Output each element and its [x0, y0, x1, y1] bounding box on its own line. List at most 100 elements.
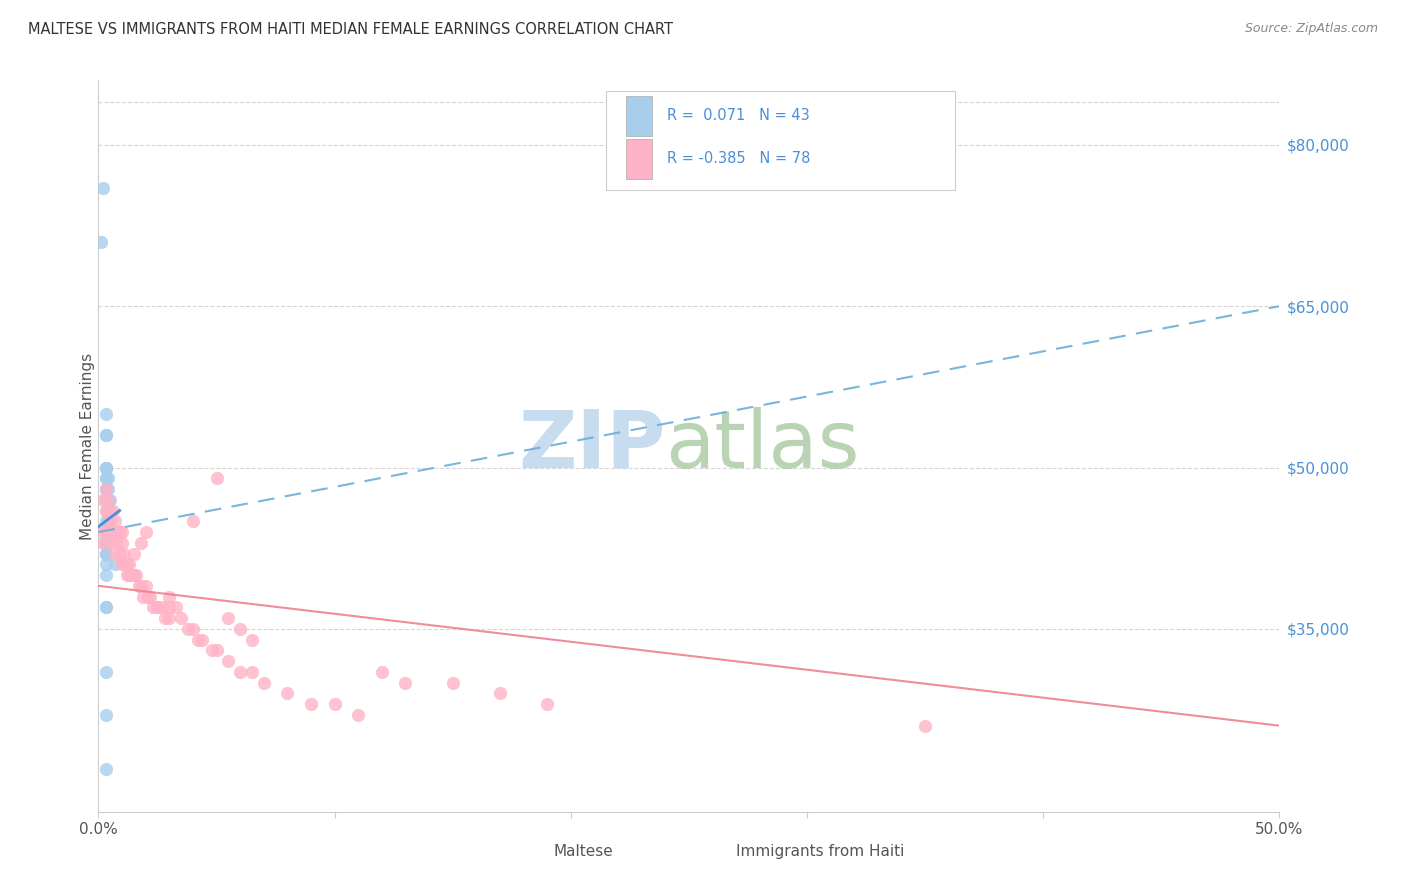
Point: [94, 492, 117, 507]
Text: MALTESE VS IMMIGRANTS FROM HAITI MEDIAN FEMALE EARNINGS CORRELATION CHART: MALTESE VS IMMIGRANTS FROM HAITI MEDIAN …: [28, 22, 673, 37]
Point: [94, 482, 117, 496]
Bar: [626, 95, 652, 136]
Text: Source: ZipAtlas.com: Source: ZipAtlas.com: [1244, 22, 1378, 36]
Point: [91, 181, 114, 195]
Point: [94, 762, 117, 776]
Point: [97, 514, 120, 528]
Point: [97, 492, 120, 507]
Point: [94, 503, 117, 517]
Point: [104, 514, 127, 528]
Point: [139, 590, 162, 604]
Point: [146, 600, 169, 615]
Point: [122, 547, 145, 561]
Point: [187, 632, 209, 647]
Point: [347, 707, 370, 722]
Point: [129, 579, 152, 593]
Point: [94, 492, 117, 507]
Point: [112, 547, 135, 561]
Point: [94, 568, 117, 582]
Point: [97, 492, 120, 507]
Point: [115, 558, 138, 572]
Point: [914, 719, 936, 733]
Point: [94, 665, 117, 679]
Bar: [626, 139, 652, 179]
Point: [394, 675, 416, 690]
Text: Immigrants from Haiti: Immigrants from Haiti: [737, 845, 904, 860]
Point: [125, 568, 148, 582]
Point: [97, 471, 120, 485]
Point: [91, 524, 114, 539]
Point: [90, 235, 112, 249]
Point: [98, 514, 121, 528]
Text: ZIP: ZIP: [517, 407, 665, 485]
Point: [157, 590, 180, 604]
Point: [181, 622, 204, 636]
Point: [111, 536, 134, 550]
Text: atlas: atlas: [665, 407, 859, 485]
Point: [229, 665, 252, 679]
Point: [112, 558, 135, 572]
Point: [132, 590, 155, 604]
Point: [94, 536, 117, 550]
Point: [128, 579, 150, 593]
Point: [165, 600, 187, 615]
Bar: [523, 841, 546, 863]
Point: [146, 600, 169, 615]
Point: [136, 590, 159, 604]
Point: [441, 675, 464, 690]
Point: [104, 547, 127, 561]
Point: [94, 482, 117, 496]
Point: [94, 524, 117, 539]
Point: [94, 460, 117, 475]
Point: [94, 707, 117, 722]
Point: [217, 611, 239, 625]
Point: [118, 568, 141, 582]
Point: [323, 697, 346, 711]
Point: [240, 665, 263, 679]
Point: [94, 547, 117, 561]
Point: [94, 536, 117, 550]
Point: [97, 482, 120, 496]
Point: [94, 600, 117, 615]
Point: [108, 524, 131, 539]
Point: [97, 524, 120, 539]
Point: [170, 611, 193, 625]
Point: [94, 471, 117, 485]
Point: [111, 558, 134, 572]
Point: [181, 514, 204, 528]
Point: [94, 514, 117, 528]
Point: [489, 686, 512, 700]
Point: [150, 600, 173, 615]
Point: [536, 697, 558, 711]
Point: [177, 622, 200, 636]
Point: [94, 407, 117, 421]
Point: [94, 524, 117, 539]
Point: [91, 492, 114, 507]
Point: [94, 547, 117, 561]
Y-axis label: Median Female Earnings: Median Female Earnings: [80, 352, 94, 540]
Point: [240, 632, 263, 647]
Point: [94, 600, 117, 615]
Point: [135, 524, 157, 539]
Point: [118, 558, 141, 572]
Point: [101, 503, 124, 517]
Text: R =  0.071   N = 43: R = 0.071 N = 43: [666, 109, 810, 123]
Point: [98, 492, 121, 507]
Point: [229, 622, 252, 636]
Point: [121, 568, 143, 582]
Point: [115, 568, 138, 582]
Point: [146, 600, 169, 615]
Point: [122, 568, 145, 582]
Point: [94, 428, 117, 442]
Point: [94, 524, 117, 539]
FancyBboxPatch shape: [606, 91, 955, 190]
Point: [94, 536, 117, 550]
Point: [94, 460, 117, 475]
Point: [94, 428, 117, 442]
Point: [253, 675, 276, 690]
Point: [205, 471, 228, 485]
Point: [91, 536, 114, 550]
Point: [97, 524, 120, 539]
Point: [94, 558, 117, 572]
Point: [191, 632, 214, 647]
